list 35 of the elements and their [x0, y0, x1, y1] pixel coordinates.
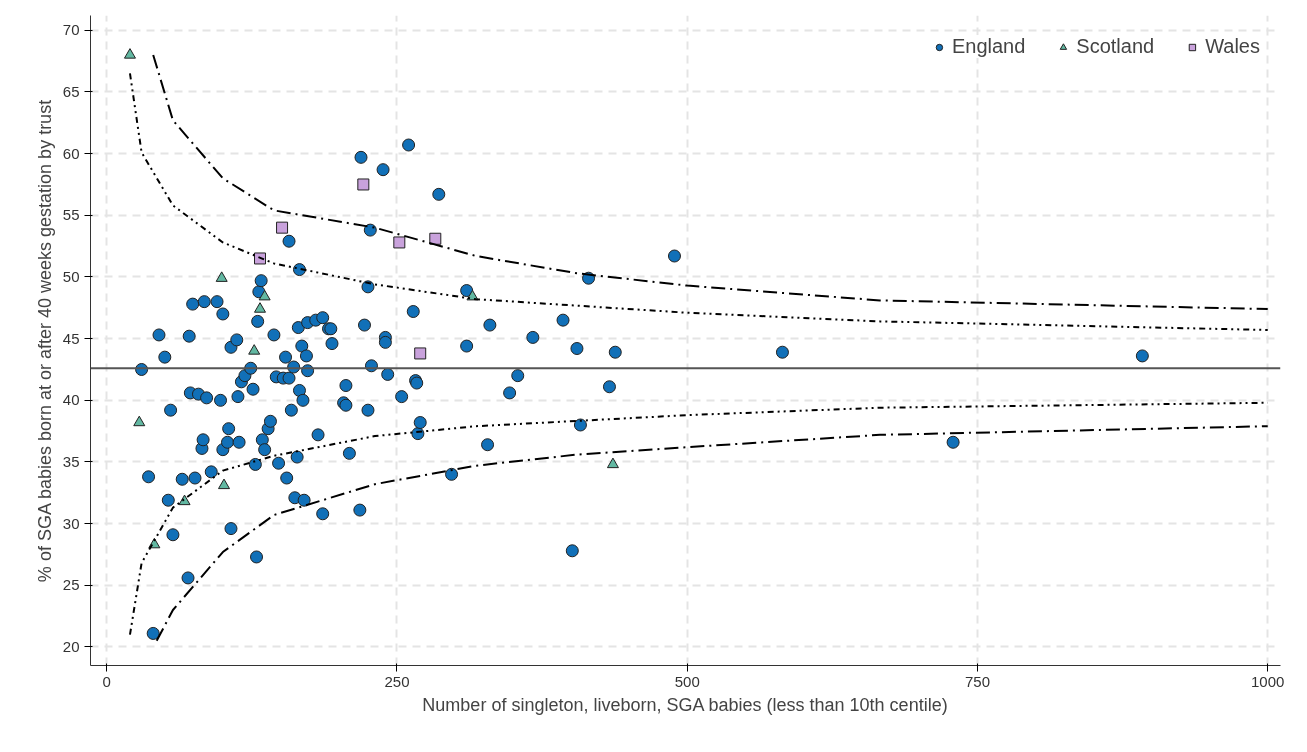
point — [178, 494, 191, 506]
y-tick-label: 20 — [62, 638, 80, 655]
y-tick-label: 45 — [62, 329, 80, 347]
point — [254, 302, 266, 313]
legend-label: Scotland — [1076, 35, 1155, 58]
y-tick-label: 70 — [62, 21, 80, 39]
y-tick-label: 55 — [62, 206, 80, 224]
point — [357, 178, 370, 191]
y-tick-label: 65 — [62, 82, 80, 100]
x-tick-label: 1000 — [1251, 672, 1285, 690]
x-axis-title: Number of singleton, liveborn, SGA babies (less than 10th centile) — [422, 694, 948, 715]
point — [133, 415, 146, 427]
legend-label: Wales — [1205, 35, 1260, 58]
point — [258, 289, 271, 301]
x-tick-label: 500 — [674, 672, 700, 690]
point — [606, 457, 619, 469]
point — [123, 48, 136, 59]
x-tick-label: 750 — [964, 672, 990, 690]
legend-label: England — [951, 35, 1026, 58]
y-tick-label: 50 — [62, 267, 80, 285]
point — [248, 344, 261, 355]
point — [218, 478, 231, 490]
line-series — [128, 72, 1269, 332]
y-tick-label: 35 — [62, 452, 80, 470]
y-tick-label: 40 — [62, 391, 80, 409]
y-axis-title: % of SGA babies born at or after 40 weeks gestation by trust — [34, 99, 55, 583]
point — [414, 347, 427, 360]
x-tick-label: 0 — [102, 672, 111, 690]
y-tick-label: 25 — [62, 576, 80, 594]
point — [215, 271, 228, 282]
y-tick-label: 60 — [62, 144, 80, 162]
y-tick-label: 30 — [62, 514, 80, 532]
point — [276, 221, 289, 234]
point — [393, 236, 406, 249]
x-tick-label: 250 — [384, 672, 410, 690]
